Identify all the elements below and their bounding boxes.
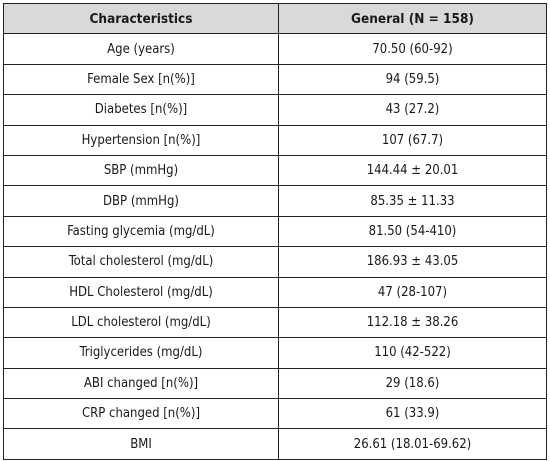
table-row: DBP (mmHg) 85.35 ± 11.33 (3, 185, 547, 217)
table-cell: Triglycerides (mg/dL) (3, 337, 279, 369)
table-cell: 29 (18.6) (278, 367, 547, 400)
table-cell: 186.93 ± 43.05 (278, 246, 547, 278)
table-cell: LDL cholesterol (mg/dL) (3, 306, 279, 339)
table-row: Female Sex [n(%)] 94 (59.5) (3, 63, 547, 96)
table-cell: 26.61 (18.01-69.62) (278, 428, 547, 460)
table-row: ABI changed [n(%)] 29 (18.6) (3, 367, 547, 400)
table-cell: BMI (3, 428, 279, 460)
header-row: Characteristics General (N = 158) (3, 2, 547, 35)
table-cell: SBP (mmHg) (3, 154, 279, 187)
table-cell: Age (years) (3, 33, 279, 65)
table-cell: 43 (27.2) (278, 94, 547, 126)
table-cell: DBP (mmHg) (3, 185, 279, 217)
table-row: CRP changed [n(%)] 61 (33.9) (3, 398, 547, 430)
table-cell: 81.50 (54-410) (278, 215, 547, 248)
table-cell: ABI changed [n(%)] (3, 367, 279, 400)
table-cell: Hypertension [n(%)] (3, 124, 279, 156)
table-cell: Diabetes [n(%)] (3, 94, 279, 126)
header-cell: Characteristics (3, 2, 279, 35)
table-row: Total cholesterol (mg/dL) 186.93 ± 43.05 (3, 246, 547, 278)
table-cell: Total cholesterol (mg/dL) (3, 246, 279, 278)
table-cell: 144.44 ± 20.01 (278, 154, 547, 187)
table-row: HDL Cholesterol (mg/dL) 47 (28-107) (3, 276, 547, 308)
table-row: Age (years) 70.50 (60-92) (3, 33, 547, 65)
table-cell: 94 (59.5) (278, 63, 547, 96)
table-row: LDL cholesterol (mg/dL) 112.18 ± 38.26 (3, 306, 547, 339)
header-cell: General (N = 158) (278, 2, 547, 35)
table-cell: CRP changed [n(%)] (3, 398, 279, 430)
table-cell: 61 (33.9) (278, 398, 547, 430)
table-cell: 47 (28-107) (278, 276, 547, 308)
table-row: BMI 26.61 (18.01-69.62) (3, 428, 547, 460)
table-cell: 85.35 ± 11.33 (278, 185, 547, 217)
table-cell: Female Sex [n(%)] (3, 63, 279, 96)
table-row: Triglycerides (mg/dL) 110 (42-522) (3, 337, 547, 369)
table-cell: Fasting glycemia (mg/dL) (3, 215, 279, 248)
table-body: Age (years) 70.50 (60-92) Female Sex [n(%)… (3, 33, 547, 460)
table-row: Diabetes [n(%)] 43 (27.2) (3, 94, 547, 126)
data-table: Characteristics General (N = 158) Age (ye… (3, 2, 547, 460)
table-cell: 110 (42-522) (278, 337, 547, 369)
table-cell: 107 (67.7) (278, 124, 547, 156)
table-cell: 70.50 (60-92) (278, 33, 547, 65)
table-row: SBP (mmHg) 144.44 ± 20.01 (3, 154, 547, 187)
table-row: Fasting glycemia (mg/dL) 81.50 (54-410) (3, 215, 547, 248)
table-cell: 112.18 ± 38.26 (278, 306, 547, 339)
table-row: Hypertension [n(%)] 107 (67.7) (3, 124, 547, 156)
table-cell: HDL Cholesterol (mg/dL) (3, 276, 279, 308)
